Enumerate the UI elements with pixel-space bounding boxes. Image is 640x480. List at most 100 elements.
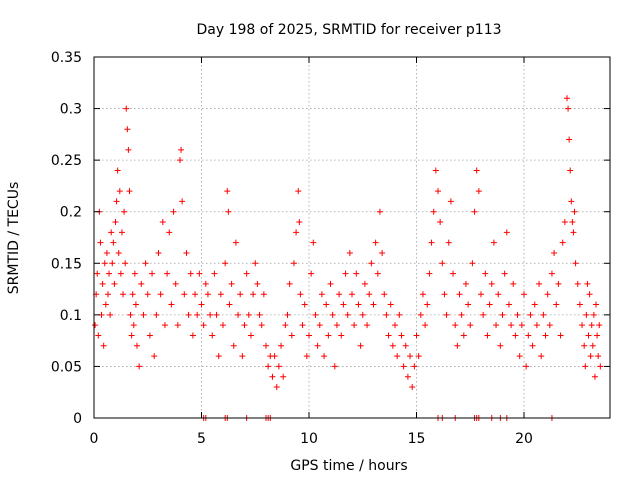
data-point xyxy=(127,311,134,318)
y-tick-label: 0.25 xyxy=(51,153,82,169)
y-tick-label: 0 xyxy=(73,411,82,427)
data-point xyxy=(583,311,590,318)
data-point xyxy=(179,198,186,205)
data-point xyxy=(469,260,476,267)
data-point xyxy=(164,270,171,277)
data-point xyxy=(136,363,143,370)
data-point xyxy=(258,322,265,329)
data-point xyxy=(142,260,149,267)
data-point xyxy=(514,311,521,318)
data-point xyxy=(589,342,596,349)
data-point xyxy=(396,311,403,318)
data-point xyxy=(225,208,232,215)
data-point xyxy=(106,270,113,277)
data-point xyxy=(585,332,592,339)
data-point xyxy=(516,353,523,360)
data-point xyxy=(149,270,156,277)
data-point xyxy=(597,363,604,370)
data-point xyxy=(559,239,566,246)
data-point xyxy=(226,301,233,308)
data-point xyxy=(355,301,362,308)
data-point xyxy=(107,311,114,318)
data-point xyxy=(387,301,394,308)
data-point xyxy=(536,280,543,287)
data-point xyxy=(571,208,578,215)
data-point xyxy=(172,280,179,287)
data-point xyxy=(181,291,188,298)
data-point xyxy=(235,311,242,318)
data-point xyxy=(284,311,291,318)
data-point xyxy=(361,280,368,287)
y-tick-label: 0.15 xyxy=(51,256,82,272)
data-point xyxy=(178,146,185,153)
data-point xyxy=(357,342,364,349)
data-point xyxy=(209,332,216,339)
data-point xyxy=(192,291,199,298)
data-point xyxy=(157,291,164,298)
data-point xyxy=(452,322,459,329)
data-point xyxy=(527,311,534,318)
data-point xyxy=(95,332,102,339)
data-point xyxy=(230,342,237,349)
data-point xyxy=(456,291,463,298)
data-point xyxy=(222,260,229,267)
data-point xyxy=(587,353,594,360)
data-point xyxy=(389,342,396,349)
data-point xyxy=(593,301,600,308)
data-point xyxy=(538,353,545,360)
data-point xyxy=(116,188,123,195)
data-point xyxy=(503,229,510,236)
data-point xyxy=(508,322,515,329)
data-point xyxy=(138,280,145,287)
data-point xyxy=(306,332,312,339)
data-point xyxy=(518,322,525,329)
data-point xyxy=(215,353,222,360)
data-point xyxy=(260,291,267,298)
data-point xyxy=(161,322,168,329)
data-point xyxy=(124,126,131,133)
data-point xyxy=(364,322,371,329)
data-point xyxy=(250,291,257,298)
data-point xyxy=(144,291,151,298)
data-point xyxy=(590,311,597,318)
plot-frame xyxy=(93,56,611,419)
data-point xyxy=(398,332,405,339)
data-point xyxy=(368,260,375,267)
data-point xyxy=(584,280,591,287)
x-tick-label: 0 xyxy=(90,431,99,447)
data-point xyxy=(102,301,109,308)
data-point xyxy=(346,249,353,256)
data-point xyxy=(187,270,194,277)
data-point xyxy=(415,353,422,360)
data-point xyxy=(553,301,560,308)
data-point xyxy=(296,219,303,226)
data-point xyxy=(439,260,446,267)
data-point xyxy=(385,332,392,339)
data-point xyxy=(174,322,181,329)
data-point xyxy=(312,311,319,318)
data-point xyxy=(462,280,469,287)
data-point xyxy=(129,291,136,298)
data-point xyxy=(278,342,285,349)
data-point xyxy=(381,291,388,298)
data-point xyxy=(252,260,259,267)
data-point xyxy=(432,167,439,174)
data-point xyxy=(407,353,414,360)
y-tick-label: 0.2 xyxy=(60,205,82,221)
data-point xyxy=(290,260,297,267)
data-point xyxy=(146,332,153,339)
data-point xyxy=(478,291,484,298)
data-point xyxy=(114,167,121,174)
x-tick-label: 15 xyxy=(408,431,426,447)
data-point xyxy=(155,249,162,256)
data-point xyxy=(92,322,99,329)
data-point xyxy=(555,280,562,287)
data-point xyxy=(104,291,111,298)
data-point xyxy=(510,280,517,287)
data-point xyxy=(299,322,306,329)
data-point xyxy=(297,291,304,298)
data-point xyxy=(473,167,480,174)
data-point xyxy=(566,136,573,143)
data-point xyxy=(411,363,418,370)
